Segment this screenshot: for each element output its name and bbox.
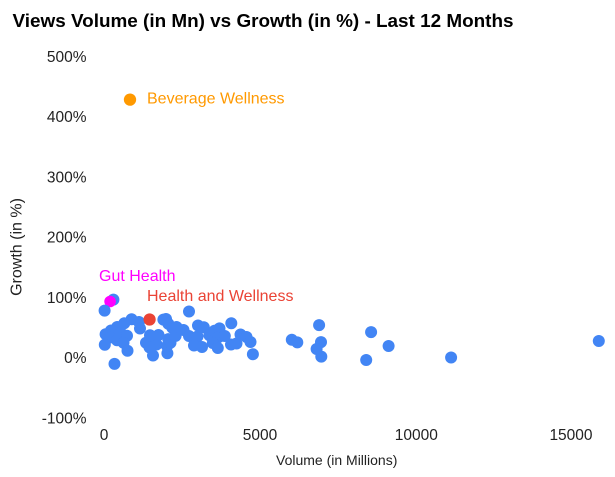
svg-text:5000: 5000	[243, 427, 278, 444]
svg-text:Growth (in %): Growth (in %)	[9, 198, 26, 296]
svg-text:Beverage Wellness: Beverage Wellness	[147, 91, 285, 108]
svg-text:500%: 500%	[47, 49, 87, 66]
svg-text:0%: 0%	[64, 350, 87, 367]
svg-text:100%: 100%	[47, 290, 87, 307]
svg-text:10000: 10000	[395, 427, 438, 444]
svg-text:Gut Health: Gut Health	[99, 268, 175, 285]
svg-text:400%: 400%	[47, 109, 87, 126]
svg-text:Views Volume (in Mn) vs Growth: Views Volume (in Mn) vs Growth (in %) - …	[13, 11, 514, 32]
svg-text:Volume (in Millions): Volume (in Millions)	[276, 452, 397, 468]
svg-text:15000: 15000	[549, 427, 592, 444]
svg-text:-100%: -100%	[42, 410, 87, 427]
svg-text:300%: 300%	[47, 169, 87, 186]
svg-text:Health and Wellness: Health and Wellness	[147, 288, 293, 305]
svg-text:200%: 200%	[47, 230, 87, 247]
svg-text:0: 0	[100, 427, 109, 444]
